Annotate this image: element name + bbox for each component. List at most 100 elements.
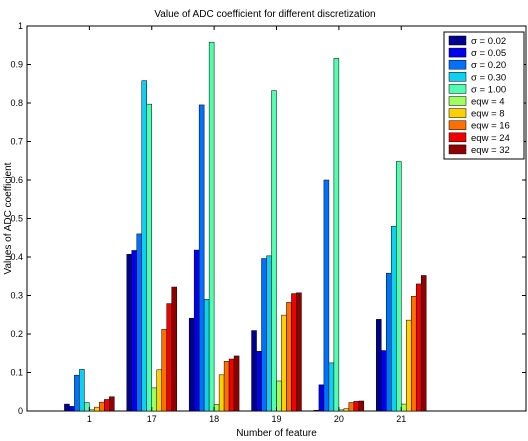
bars [64,41,427,412]
bar [64,403,70,412]
bar [151,387,157,412]
legend-swatch [448,144,467,155]
bar [410,296,417,412]
bar [286,302,292,412]
bar [333,58,340,412]
legend-label: eqw = 4 [471,97,505,108]
y-tick-label: 0.8 [10,98,23,108]
x-tick-label: 1 [87,414,92,424]
legend-swatch [448,72,467,82]
bar [391,225,397,412]
y-tick-label: 0.3 [10,291,23,301]
legend-swatch [448,84,467,94]
legend: σ = 0.02σ = 0.05σ = 0.20σ = 0.30σ = 1.00… [443,31,525,160]
legend-label: eqw = 8 [471,109,505,120]
legend-swatch [448,47,467,58]
legend-swatch [448,108,467,118]
legend-label: σ = 0.05 [471,48,506,59]
bar [79,369,85,412]
bar [109,396,115,412]
legend-swatch [448,96,467,106]
bar [401,403,407,412]
bar [233,355,240,412]
bar [261,258,267,412]
bar [358,400,365,412]
bar [313,409,320,412]
legend-label: eqw = 16 [471,121,510,132]
bar [208,41,215,412]
bar [94,406,100,412]
legend-swatch [448,59,467,70]
bar [276,380,282,412]
x-tick-label: 21 [396,414,406,424]
bar [396,161,402,412]
bar [266,255,272,412]
legend-label: eqw = 32 [471,145,510,156]
x-tick-label: 17 [147,414,157,424]
x-axis: 1 17 18 19 20 21 [87,26,406,424]
chart-title: Value of ADC coefficient for different d… [154,9,375,20]
bar [353,401,360,412]
legend-label: σ = 0.02 [471,36,506,47]
bar [218,374,225,412]
plot-area: 0 0.1 0.2 0.3 0.4 0.5 0.6 0.7 0.8 0.9 1 1 17 18 19 20 2… [10,21,527,424]
bar [343,408,350,412]
bar [89,409,95,412]
y-tick-label: 0.6 [10,175,23,185]
bar [415,283,422,412]
bar [318,384,325,412]
y-tick-label: 0.2 [10,329,23,339]
bar [171,286,177,412]
bar [291,293,297,412]
bar [348,402,355,412]
y-tick-label: 0.4 [10,252,23,262]
bar [198,104,205,412]
bar [323,179,330,412]
bar [251,330,257,412]
legend-label: σ = 0.30 [471,72,506,83]
bar [296,292,302,412]
bar [193,249,200,412]
bar [131,250,138,412]
x-axis-title: Number of feature [236,428,317,439]
bar [376,319,382,412]
y-tick-label: 0.5 [10,214,23,224]
x-tick-label: 19 [271,414,281,424]
bar [84,402,90,412]
bar [126,254,133,412]
legend-swatch [448,132,467,143]
bar [104,399,110,412]
bar [281,314,287,412]
bar [203,299,210,412]
bar [328,362,335,412]
bar [141,80,148,412]
bar [228,358,235,412]
bar [69,406,75,412]
y-tick-label: 0.7 [10,137,23,147]
bar [136,233,143,412]
y-tick-label: 0 [18,406,23,416]
y-tick-label: 0.9 [10,60,23,70]
bar [166,303,172,412]
bar [338,409,345,412]
bar [99,401,105,412]
bar [381,350,387,412]
legend-swatch [448,120,467,130]
bar [405,319,412,412]
x-tick-label: 18 [209,414,219,424]
bar [156,369,162,412]
bar [161,329,167,412]
bar [188,317,195,412]
y-axis-title: Values of ADC coefficient [3,162,14,274]
legend-label: eqw = 24 [471,133,510,144]
bar [74,374,80,412]
legend-swatch [448,35,467,46]
bar [271,90,277,412]
y-tick-label: 0.1 [10,368,23,378]
y-axis: 0 0.1 0.2 0.3 0.4 0.5 0.6 0.7 0.8 0.9 1 [10,21,526,416]
y-tick-label: 1 [18,21,23,31]
legend-label: σ = 0.20 [471,60,506,71]
bar [386,272,392,412]
bar [223,361,230,412]
